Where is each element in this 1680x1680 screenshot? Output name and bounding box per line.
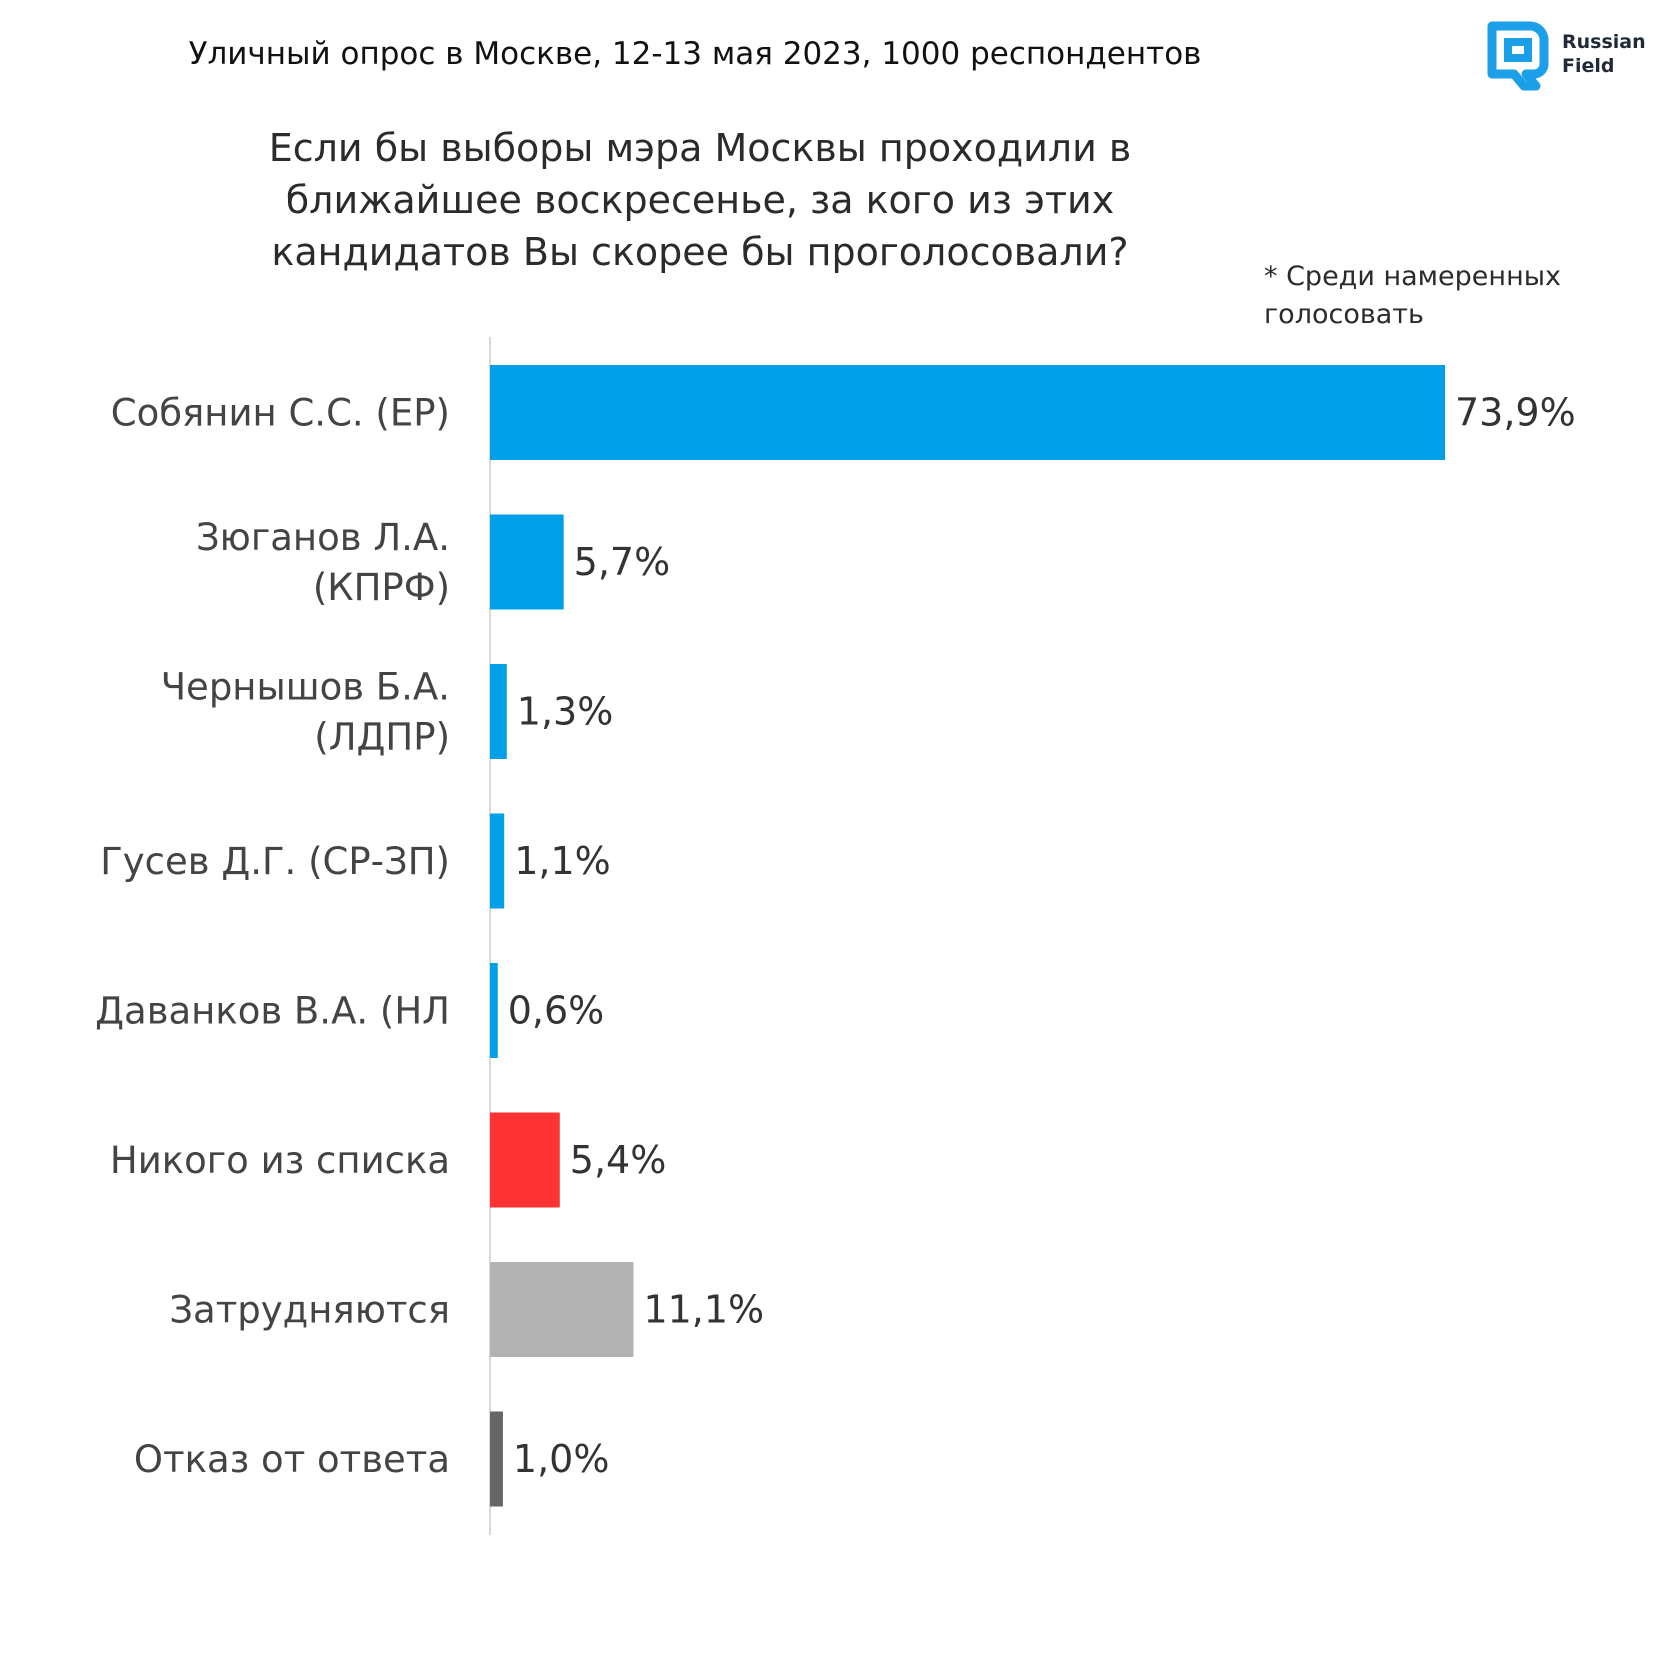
category-label-7-0: Отказ от ответа xyxy=(134,1438,450,1481)
data-label-3: 1,1% xyxy=(514,839,611,883)
chart-title: Если бы выборы мэра Москвы проходили в б… xyxy=(268,126,1132,274)
category-label-1-0: Зюганов Л.А. xyxy=(196,516,450,559)
category-label-5-0: Никого из списка xyxy=(110,1139,450,1182)
category-label-6-0: Затрудняются xyxy=(169,1289,450,1332)
category-label-2-1: (ЛДПР) xyxy=(314,716,450,759)
bar-5 xyxy=(490,1112,560,1208)
data-label-6: 11,1% xyxy=(643,1288,764,1332)
bar-2 xyxy=(490,664,507,759)
logo-text-line1: Russian xyxy=(1562,31,1646,53)
data-label-1: 5,7% xyxy=(574,540,671,584)
category-label-2-0: Чернышов Б.А. xyxy=(161,666,450,709)
data-label-2: 1,3% xyxy=(517,690,614,734)
data-label-0: 73,9% xyxy=(1455,391,1576,435)
data-label-5: 5,4% xyxy=(570,1138,667,1182)
russian-field-logo-icon xyxy=(1487,21,1549,91)
data-label-4: 0,6% xyxy=(508,989,605,1033)
bar-1 xyxy=(490,514,564,610)
bar-0 xyxy=(490,365,1445,460)
bar-3 xyxy=(490,813,505,909)
chart-footnote: * Среди намеренных голосовать xyxy=(1264,261,1562,330)
category-label-1-1: (КПРФ) xyxy=(313,566,450,609)
category-label-0-0: Собянин С.С. (ЕР) xyxy=(111,392,450,435)
category-label-4-0: Даванков В.А. (НЛ xyxy=(95,990,450,1033)
bar-7 xyxy=(490,1411,503,1507)
data-label-7: 1,0% xyxy=(513,1437,610,1481)
bar-6 xyxy=(490,1262,634,1357)
russian-field-logo: Russian Field xyxy=(1486,20,1646,92)
survey-header-title: Уличный опрос в Москве, 12-13 мая 2023, … xyxy=(188,36,1202,72)
bar-4 xyxy=(490,963,498,1058)
category-label-3-0: Гусев Д.Г. (СР-ЗП) xyxy=(100,840,450,883)
logo-text-line2: Field xyxy=(1562,55,1615,77)
